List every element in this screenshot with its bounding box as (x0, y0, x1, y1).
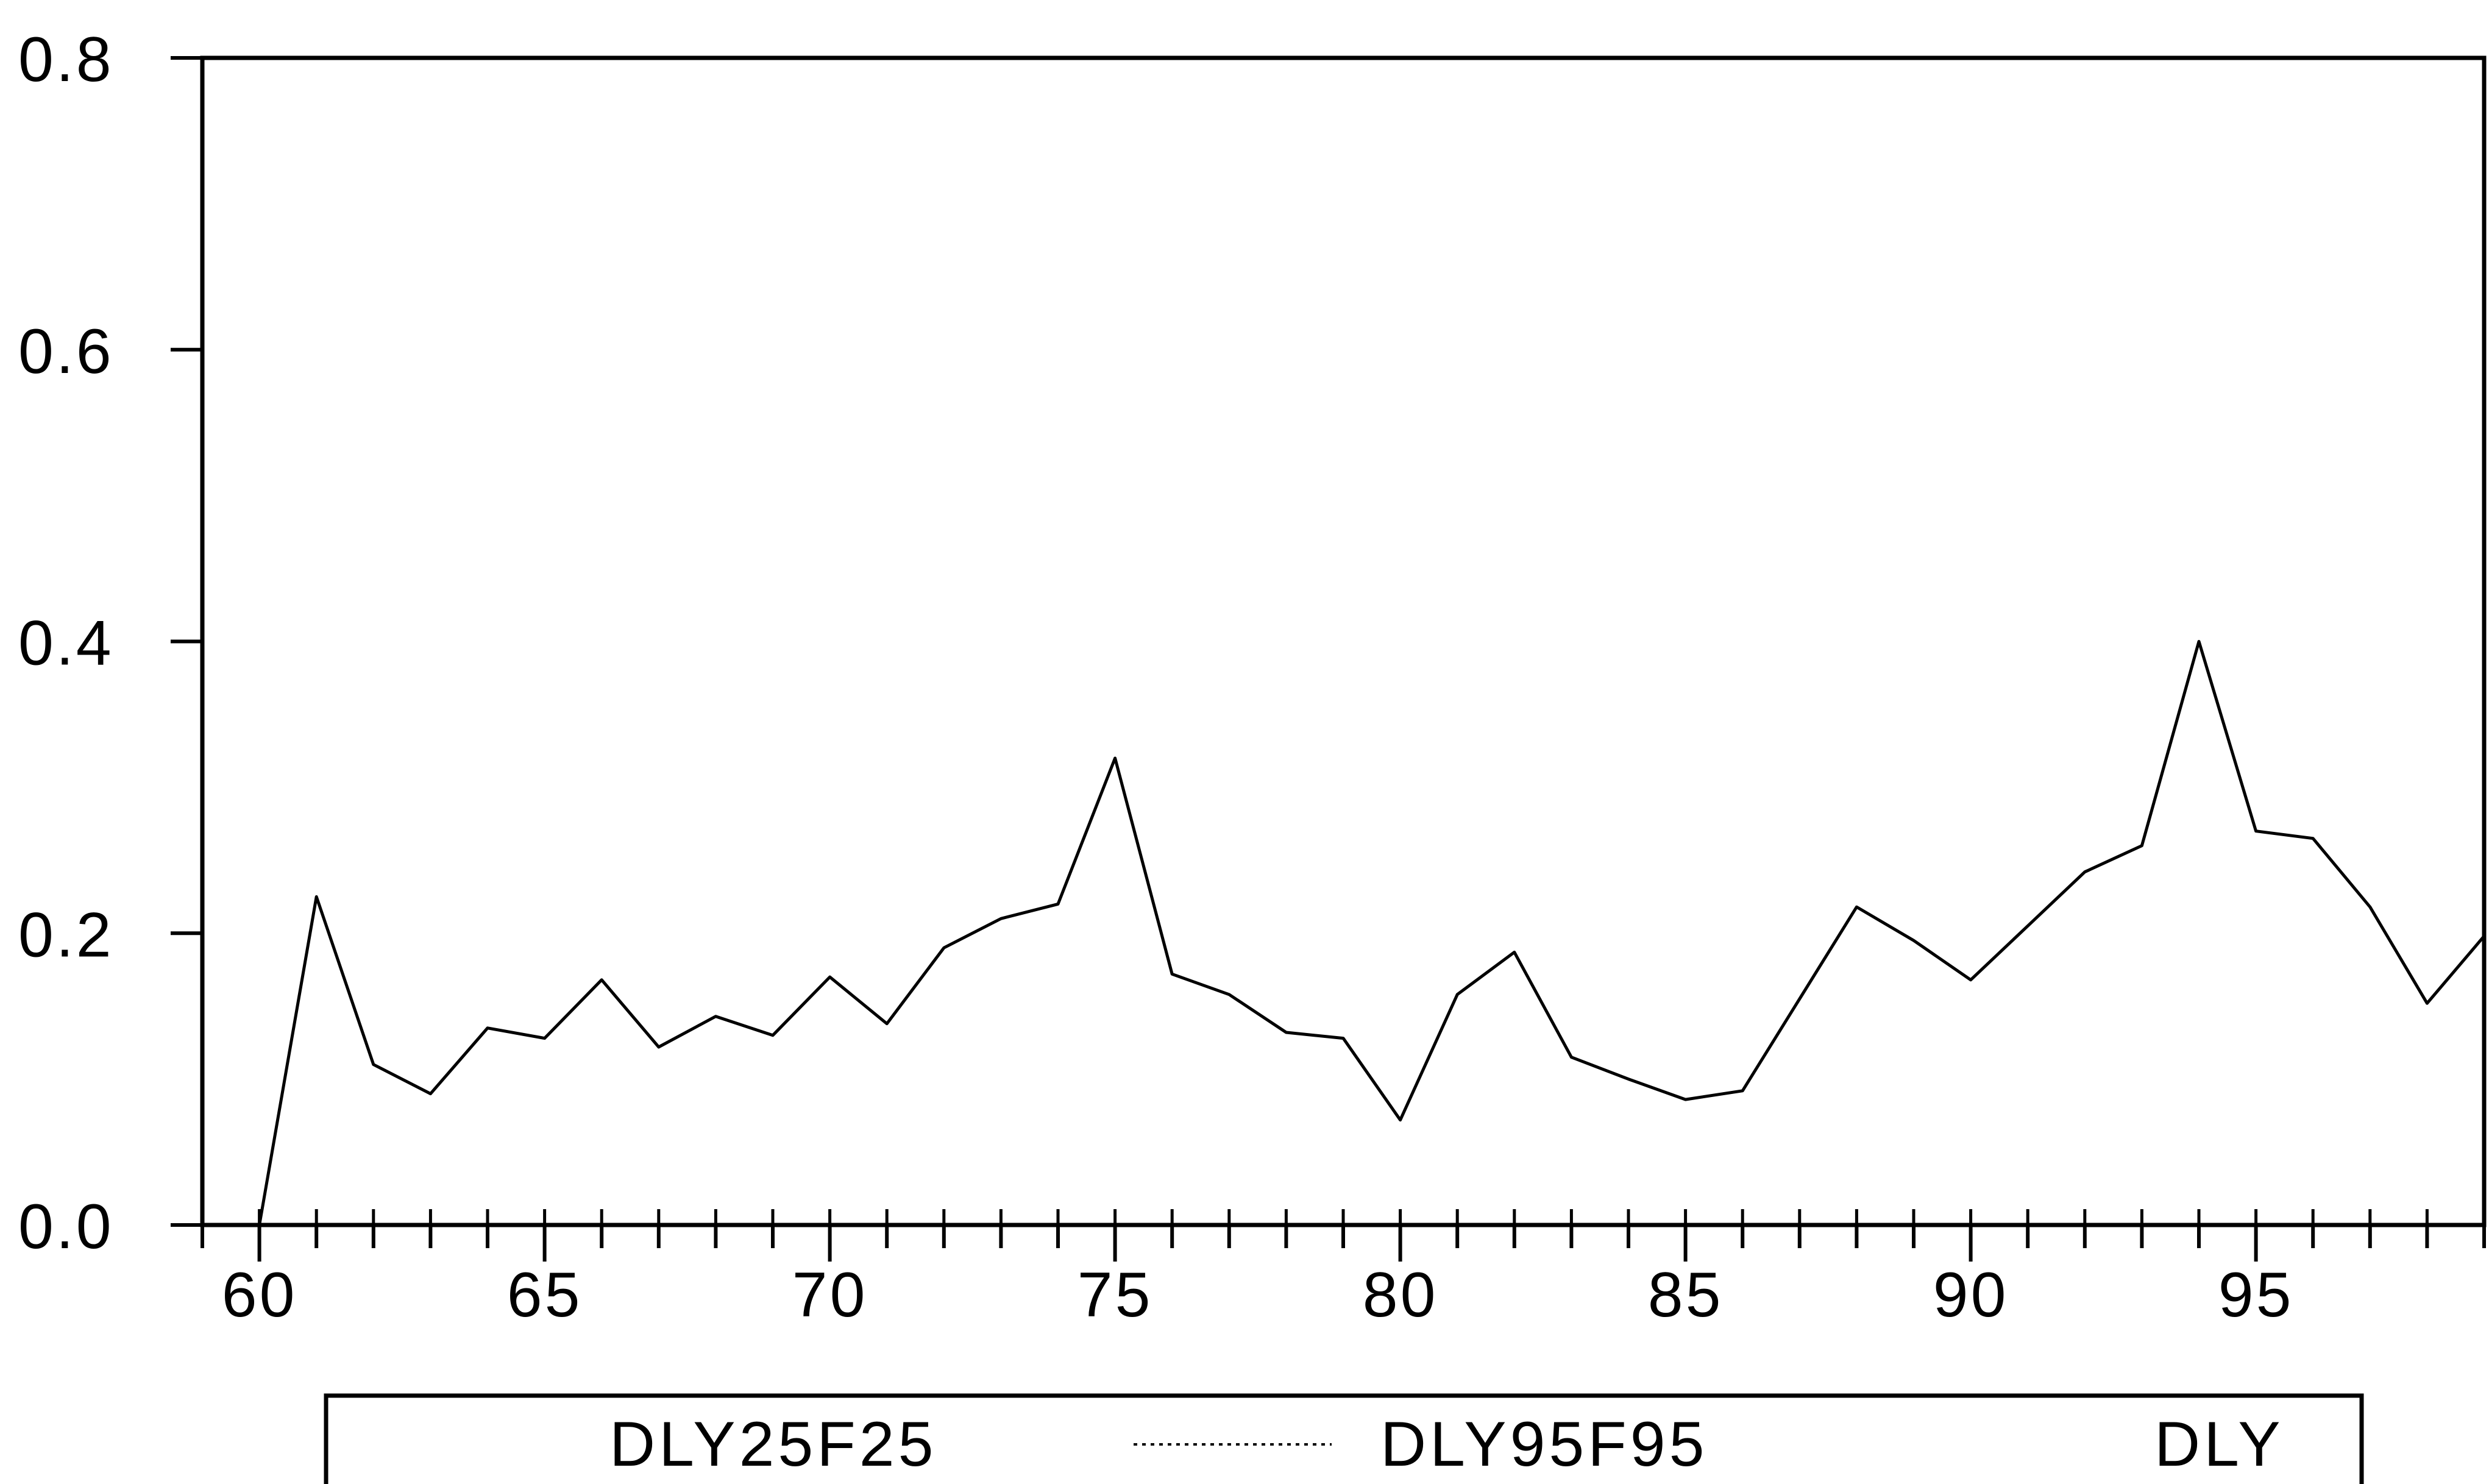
legend: DLY25F25 DLY95F95 DLY (324, 1393, 2364, 1484)
x-tick-label: 70 (792, 1260, 868, 1330)
y-tick-label: 0.0 (18, 1191, 114, 1262)
y-tick-label: 0.2 (18, 900, 114, 970)
x-tick-label: 85 (1648, 1260, 1724, 1330)
y-tick-label: 0.8 (18, 24, 114, 95)
plot-frame (200, 55, 2487, 1227)
y-tick-label: 0.4 (18, 608, 114, 679)
legend-label-dly25f25: DLY25F25 (609, 1409, 937, 1480)
series-line-dly (258, 640, 2485, 1226)
x-tick-label: 95 (2218, 1260, 2294, 1330)
x-axis: 60 65 70 75 80 85 90 95 (201, 1209, 2486, 1330)
legend-label-dly95f95: DLY95F95 (1380, 1409, 1708, 1480)
x-tick-label: 90 (1933, 1260, 2009, 1330)
y-tick-label: 0.6 (18, 316, 114, 387)
legend-label-dly: DLY (2154, 1409, 2284, 1480)
x-tick-label: 65 (507, 1260, 583, 1330)
series-layer (258, 640, 2485, 1226)
x-tick-label: 80 (1363, 1260, 1438, 1330)
x-tick-label: 60 (222, 1260, 297, 1330)
x-tick-label: 75 (1078, 1260, 1153, 1330)
legend-box (324, 1393, 2364, 1484)
y-axis: 0.0 0.2 0.4 0.6 0.8 (18, 24, 202, 1262)
